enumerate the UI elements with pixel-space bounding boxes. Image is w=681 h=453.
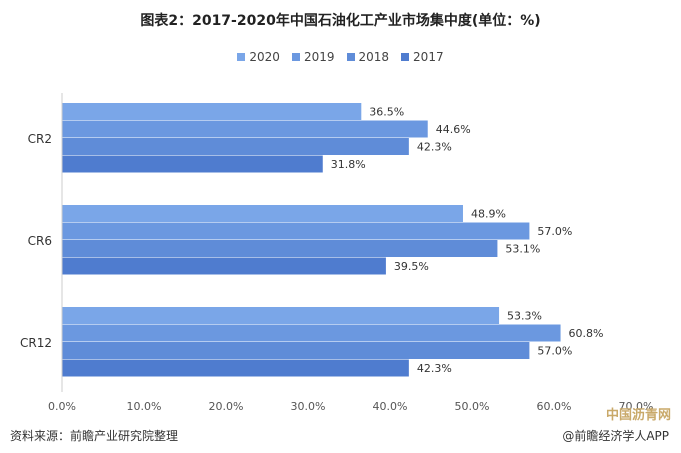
legend-item-2019: 2019 <box>291 50 335 64</box>
bar-CR6-2020 <box>62 205 463 222</box>
legend-label: 2017 <box>413 50 444 64</box>
category-label: CR2 <box>28 132 52 146</box>
x-tick-label: 30.0% <box>291 400 326 413</box>
category-label: CR12 <box>20 336 52 350</box>
data-label: 36.5% <box>369 106 404 119</box>
bar-CR2-2018 <box>62 138 409 155</box>
data-label: 57.0% <box>537 345 572 358</box>
data-label: 42.3% <box>417 362 452 375</box>
legend-item-2018: 2018 <box>346 50 390 64</box>
chart-title: 图表2：2017-2020年中国石油化工产业市场集中度(单位：%) <box>140 13 541 29</box>
legend-swatch <box>237 53 246 61</box>
bar-CR12-2020 <box>62 307 500 324</box>
data-label: 31.8% <box>331 158 366 171</box>
legend-swatch <box>346 53 355 61</box>
data-label: 39.5% <box>394 260 429 273</box>
legend-label: 2020 <box>249 50 280 64</box>
source-note: 资料来源：前瞻产业研究院整理 <box>10 429 179 443</box>
category-label: CR6 <box>28 234 52 248</box>
bar-CR12-2017 <box>62 359 409 377</box>
bar-CR2-2017 <box>62 155 323 173</box>
data-label: 57.0% <box>537 225 572 238</box>
x-tick-label: 10.0% <box>127 400 162 413</box>
legend-item-2017: 2017 <box>401 50 444 64</box>
bar-CR12-2018 <box>62 342 530 359</box>
x-tick-label: 40.0% <box>373 400 408 413</box>
legend-label: 2018 <box>358 50 390 64</box>
data-label: 44.6% <box>436 123 471 136</box>
bar-CR12-2019 <box>62 324 561 342</box>
watermark-logo: 中国沥青网 <box>605 408 671 423</box>
legend-label: 2019 <box>303 50 335 64</box>
data-label: 60.8% <box>569 327 604 340</box>
x-tick-label: 0.0% <box>48 400 76 413</box>
data-label: 53.3% <box>507 310 542 323</box>
data-label: 53.1% <box>505 243 540 256</box>
bar-CR6-2019 <box>62 222 530 240</box>
legend-swatch <box>401 53 410 61</box>
x-tick-label: 60.0% <box>537 400 572 413</box>
bar-CR2-2019 <box>62 120 428 138</box>
legend-swatch <box>291 53 300 61</box>
bar-CR2-2020 <box>62 103 362 120</box>
legend: 2020 2019 2018 2017 <box>0 50 681 64</box>
app-credit: @前瞻经济学人APP <box>562 429 669 443</box>
x-tick-label: 20.0% <box>209 400 244 413</box>
bar-CR6-2018 <box>62 240 498 257</box>
data-label: 42.3% <box>417 141 452 154</box>
x-tick-label: 50.0% <box>455 400 490 413</box>
bar-CR6-2017 <box>62 257 386 275</box>
data-label: 48.9% <box>471 208 506 221</box>
legend-item-2020: 2020 <box>237 50 280 64</box>
x-tick-label: 70.0% <box>619 400 654 413</box>
